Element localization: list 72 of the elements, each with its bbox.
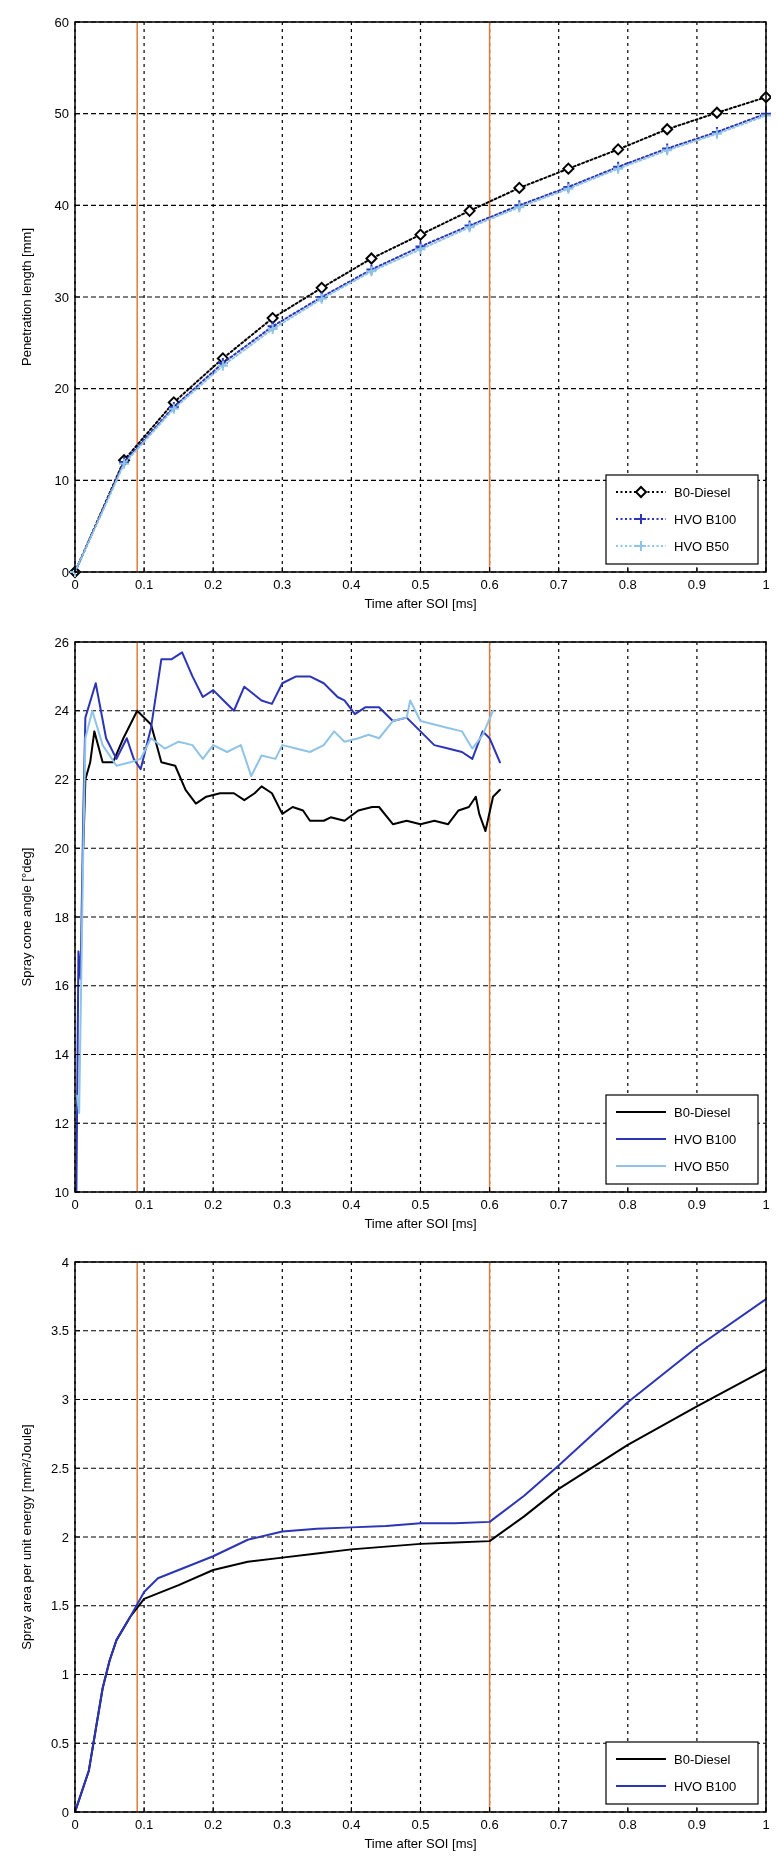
y-tick-label: 10: [54, 1184, 69, 1200]
x-tick-label: 0.3: [273, 1197, 292, 1212]
x-tick-label: 0.8: [618, 1197, 637, 1212]
x-tick-label: 0.3: [273, 577, 292, 592]
x-tick-label: 0.1: [135, 577, 154, 592]
x-tick-label: 0.7: [549, 577, 568, 592]
x-tick-label: 0.2: [204, 1817, 223, 1832]
legend-label: HVO B100: [674, 1778, 737, 1794]
x-tick-label: 0.5: [411, 1817, 430, 1832]
y-tick-label: 16: [54, 978, 69, 994]
y-tick-label: 2.5: [50, 1460, 69, 1476]
y-tick-label: 12: [54, 1115, 69, 1131]
x-tick-label: 0.6: [480, 577, 499, 592]
x-tick-label: 0.1: [135, 1197, 154, 1212]
x-tick-label: 0.3: [273, 1817, 292, 1832]
x-tick-label: 0.4: [342, 1197, 361, 1212]
y-tick-label: 10: [54, 472, 69, 488]
x-tick-label: 0.9: [687, 1197, 706, 1212]
x-tick-label: 0.2: [204, 577, 223, 592]
y-tick-label: 30: [54, 289, 69, 305]
legend-label: HVO B100: [674, 511, 737, 527]
y-tick-label: 3: [61, 1392, 69, 1408]
x-tick-label: 0.1: [135, 1817, 154, 1832]
y-tick-label: 18: [54, 909, 69, 925]
legend-label: HVO B50: [674, 538, 729, 554]
y-axis-title: Penetration length [mm]: [19, 227, 34, 367]
x-tick-label: 0.7: [549, 1197, 568, 1212]
x-tick-label: 0.7: [549, 1817, 568, 1832]
y-tick-label: 4: [61, 1254, 69, 1270]
legend-label: B0-Diesel: [674, 1751, 731, 1767]
y-axis-title: Spray area per unit energy [mm²/Joule]: [19, 1424, 34, 1650]
y-axis-title: Spray cone angle [°deg]: [19, 847, 34, 987]
y-tick-label: 24: [54, 703, 69, 719]
x-tick-label: 0.6: [480, 1817, 499, 1832]
x-tick-label: 1: [762, 1197, 770, 1212]
x-tick-label: 1: [762, 1817, 770, 1832]
y-tick-label: 1.5: [50, 1598, 69, 1614]
y-tick-label: 0: [61, 564, 69, 580]
x-tick-label: 0: [71, 1197, 79, 1212]
legend-label: HVO B50: [674, 1158, 729, 1174]
x-tick-label: 0: [71, 1817, 79, 1832]
legend-label: B0-Diesel: [674, 1104, 731, 1120]
y-tick-label: 0: [61, 1804, 69, 1820]
y-tick-label: 0.5: [50, 1735, 69, 1751]
y-tick-label: 26: [54, 634, 69, 650]
y-tick-label: 1: [61, 1667, 69, 1683]
y-tick-label: 20: [54, 840, 69, 856]
y-tick-label: 50: [54, 106, 69, 122]
x-tick-label: 0.8: [618, 577, 637, 592]
y-tick-label: 14: [54, 1047, 69, 1063]
y-tick-label: 20: [54, 381, 69, 397]
x-tick-label: 0: [71, 577, 79, 592]
y-tick-label: 2: [61, 1529, 69, 1545]
x-tick-label: 0.9: [687, 1817, 706, 1832]
legend-label: HVO B100: [674, 1131, 737, 1147]
x-tick-label: 0.8: [618, 1817, 637, 1832]
x-tick-label: 0.5: [411, 577, 430, 592]
x-tick-label: 1: [762, 577, 770, 592]
x-axis-title: Time after SOI [ms]: [364, 1836, 477, 1851]
x-tick-label: 0.6: [480, 1197, 499, 1212]
y-tick-label: 22: [54, 772, 69, 788]
legend-label: B0-Diesel: [674, 484, 731, 500]
y-tick-label: 3.5: [50, 1323, 69, 1339]
x-tick-label: 0.4: [342, 1817, 361, 1832]
x-tick-label: 0.9: [687, 577, 706, 592]
x-tick-label: 0.5: [411, 1197, 430, 1212]
x-axis-title: Time after SOI [ms]: [364, 1216, 477, 1231]
y-tick-label: 60: [54, 14, 69, 30]
x-tick-label: 0.2: [204, 1197, 223, 1212]
x-axis-title: Time after SOI [ms]: [364, 596, 477, 611]
x-tick-label: 0.4: [342, 577, 361, 592]
y-tick-label: 40: [54, 197, 69, 213]
